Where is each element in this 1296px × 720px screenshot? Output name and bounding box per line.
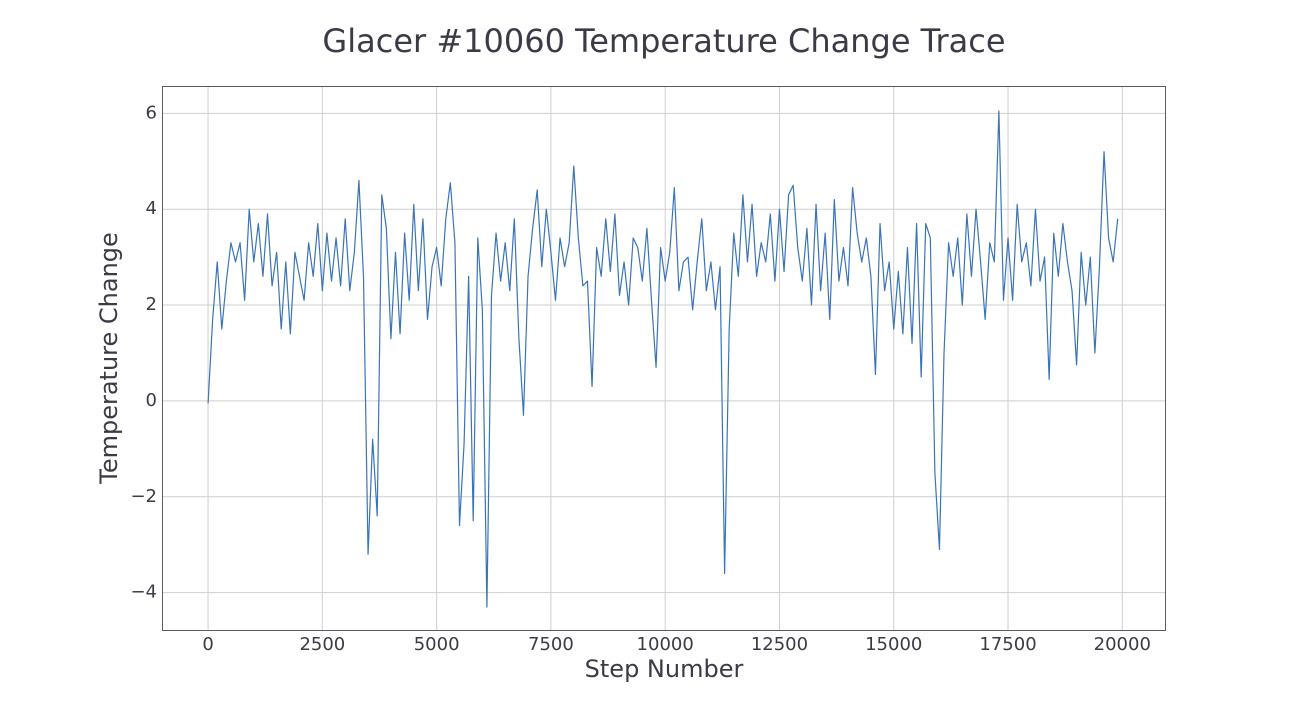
y-tick-label: −4 xyxy=(130,582,157,603)
x-tick-label: 5000 xyxy=(414,634,460,655)
y-tick-label: 6 xyxy=(146,102,157,123)
x-tick-label: 17500 xyxy=(979,634,1036,655)
y-tick-label: −2 xyxy=(130,486,157,507)
y-axis-label: Temperature Change xyxy=(95,232,123,485)
grid xyxy=(162,86,1166,631)
x-axis-label: Step Number xyxy=(585,655,744,683)
x-tick-label: 20000 xyxy=(1094,634,1151,655)
y-tick-label: 0 xyxy=(146,390,157,411)
data-line xyxy=(207,110,1119,608)
x-tick-label: 2500 xyxy=(299,634,345,655)
x-tick-label: 0 xyxy=(202,634,213,655)
x-tick-label: 7500 xyxy=(528,634,574,655)
x-tick-label: 15000 xyxy=(865,634,922,655)
y-tick-label: 2 xyxy=(146,294,157,315)
x-tick-label: 12500 xyxy=(751,634,808,655)
y-tick-label: 4 xyxy=(146,198,157,219)
plot-area xyxy=(207,110,1119,608)
chart-title: Glacer #10060 Temperature Change Trace xyxy=(322,22,1005,60)
x-tick-label: 10000 xyxy=(637,634,694,655)
plot-frame xyxy=(162,86,1166,631)
